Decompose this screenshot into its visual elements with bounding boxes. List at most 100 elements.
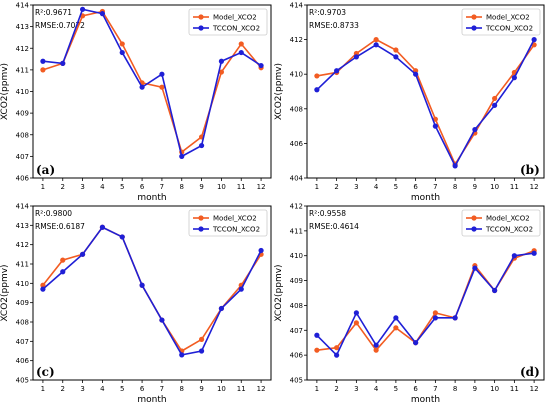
- y-axis-label: XCO2(ppmv): [274, 264, 284, 321]
- data-point-model: [353, 320, 359, 326]
- x-tick-label: 3: [80, 385, 84, 393]
- data-point-tcccon: [393, 54, 399, 60]
- data-point-tcccon: [159, 71, 165, 77]
- data-point-model: [159, 84, 165, 90]
- x-tick-label: 9: [473, 385, 477, 393]
- x-axis-label: month: [411, 395, 440, 405]
- y-tick-label: 411: [16, 261, 29, 269]
- data-point-model: [373, 37, 379, 43]
- series-line-tcccon: [316, 39, 535, 168]
- rmse-annotation: RMSE:0.7072: [35, 21, 85, 30]
- data-point-tcccon: [511, 253, 517, 259]
- data-point-model: [432, 310, 438, 316]
- x-tick-label: 3: [354, 385, 358, 393]
- legend-entry: Model_XCO2: [213, 215, 257, 223]
- plot-frame: [306, 4, 545, 179]
- data-point-model: [119, 41, 125, 47]
- panel-label: (d): [520, 365, 540, 379]
- data-point-model: [373, 347, 379, 353]
- data-point-tcccon: [40, 286, 46, 292]
- x-tick-label: 4: [374, 385, 379, 393]
- data-point-tcccon: [334, 68, 340, 74]
- y-tick-label: 410: [16, 88, 29, 96]
- data-point-tcccon: [452, 315, 458, 321]
- legend-swatch-marker: [198, 226, 204, 232]
- y-tick-label: 408: [290, 105, 303, 113]
- legend-entry: TCCON_XCO2: [212, 25, 260, 33]
- legend-entry: Model_XCO2: [486, 14, 530, 22]
- data-point-tcccon: [40, 58, 46, 64]
- y-tick-label: 410: [290, 71, 303, 79]
- data-point-model: [40, 282, 46, 288]
- data-point-tcccon: [139, 282, 145, 288]
- r2-annotation: R²:0.9800: [35, 209, 72, 218]
- x-tick-label: 7: [433, 183, 437, 191]
- r2-annotation: R²:0.9703: [309, 8, 346, 17]
- legend-entry: Model_XCO2: [213, 14, 257, 22]
- data-point-tcccon: [373, 42, 379, 48]
- series-line-tcccon: [316, 252, 535, 357]
- legend-entry: TCCON_XCO2: [212, 226, 260, 234]
- x-tick-label: 8: [180, 385, 184, 393]
- y-tick-label: 411: [16, 66, 29, 74]
- y-tick-label: 412: [290, 203, 303, 211]
- x-tick-label: 11: [237, 385, 246, 393]
- data-point-tcccon: [179, 153, 185, 159]
- data-point-model: [314, 347, 320, 353]
- x-tick-label: 11: [510, 183, 519, 191]
- chart-panel-1: 1 2 3 4 5 6 7 8 9 10 11 124064074084094104114124134…: [0, 2, 272, 203]
- x-tick-label: 7: [433, 385, 437, 393]
- x-tick-label: 5: [394, 385, 398, 393]
- series-line-model: [316, 38, 535, 166]
- x-tick-label: 9: [199, 385, 203, 393]
- data-point-tcccon: [334, 352, 340, 358]
- y-tick-label: 412: [290, 36, 303, 44]
- x-tick-label: 1: [315, 385, 319, 393]
- r2-annotation: R²:0.9671: [35, 8, 72, 17]
- x-tick-label: 2: [61, 385, 65, 393]
- data-point-tcccon: [353, 310, 359, 316]
- x-tick-label: 9: [473, 183, 477, 191]
- series-line-tcccon: [42, 8, 262, 158]
- x-tick-label: 9: [199, 183, 203, 191]
- x-tick-label: 12: [257, 385, 266, 393]
- y-tick-label: 405: [290, 377, 303, 385]
- x-tick-label: 5: [120, 183, 124, 191]
- data-point-tcccon: [198, 348, 205, 354]
- data-point-model: [334, 345, 340, 351]
- chart-panel-4: 1 2 3 4 5 6 7 8 9 10 11 12405406407408409410411412m…: [274, 203, 545, 405]
- y-tick-label: 408: [290, 302, 303, 310]
- panel-label: (a): [36, 163, 55, 177]
- data-point-tcccon: [139, 84, 145, 90]
- x-axis-label: month: [137, 395, 166, 405]
- plot-frame: [306, 205, 545, 381]
- data-point-tcccon: [119, 234, 125, 240]
- x-tick-label: 12: [257, 183, 266, 191]
- legend-swatch-marker: [198, 14, 204, 20]
- data-point-tcccon: [258, 247, 264, 254]
- y-tick-label: 406: [16, 175, 30, 183]
- y-axis-label: XCO2(ppmv): [0, 264, 10, 321]
- y-tick-label: 410: [290, 252, 303, 260]
- y-tick-label: 405: [16, 377, 29, 385]
- y-tick-label: 409: [290, 277, 303, 285]
- data-point-tcccon: [432, 123, 438, 129]
- x-tick-label: 10: [490, 385, 499, 393]
- series-line-model: [42, 226, 262, 353]
- x-tick-label: 1: [41, 385, 45, 393]
- data-point-model: [218, 69, 225, 75]
- y-tick-label: 406: [16, 357, 30, 365]
- legend-entry: TCCON_XCO2: [485, 226, 533, 234]
- y-tick-label: 408: [16, 131, 29, 139]
- data-point-tcccon: [432, 315, 438, 321]
- data-point-tcccon: [492, 102, 498, 108]
- y-tick-label: 414: [290, 2, 304, 10]
- data-point-tcccon: [492, 287, 498, 294]
- x-tick-label: 11: [510, 385, 519, 393]
- data-point-tcccon: [79, 6, 86, 12]
- data-point-tcccon: [238, 49, 244, 56]
- x-tick-label: 10: [217, 183, 226, 191]
- data-point-tcccon: [258, 62, 264, 69]
- series-line-model: [316, 249, 535, 352]
- x-tick-label: 8: [453, 183, 457, 191]
